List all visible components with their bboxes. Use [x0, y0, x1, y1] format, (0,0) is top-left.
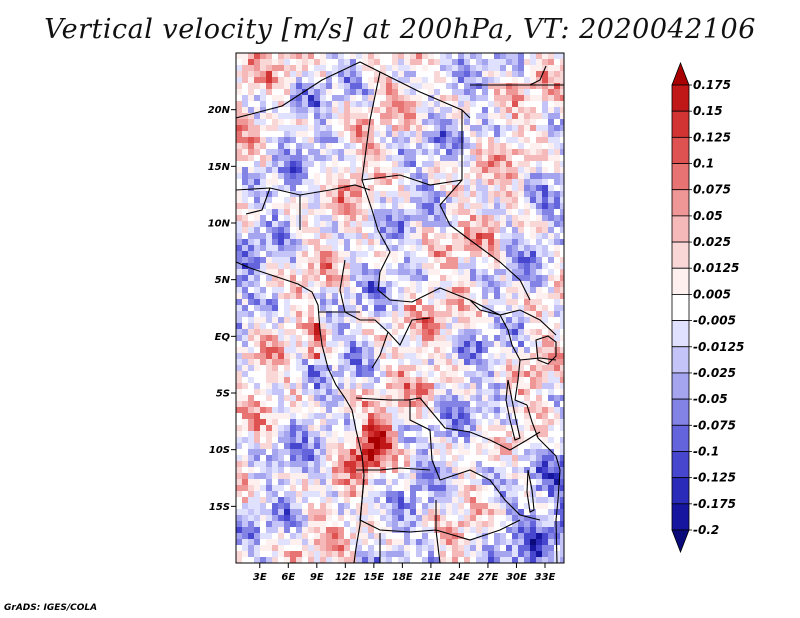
- colorbar-label: -0.125: [693, 471, 736, 485]
- colorbar-label: 0.05: [693, 209, 723, 223]
- y-tick-label: 5N: [215, 275, 231, 286]
- x-tick-label: 3E: [253, 572, 267, 583]
- colorbar-label: -0.1: [693, 444, 719, 458]
- y-axis: 20N 15N 10N 5N EQ 5S 10S 15S: [208, 105, 236, 513]
- grads-credit: GrADS: IGES/COLA: [4, 603, 98, 613]
- colorbar-label: 0.125: [693, 130, 731, 144]
- colorbar: 0.175 0.15 0.125 0.1 0.075 0.05 0.025 0.0125 0.0…: [671, 61, 744, 554]
- x-tick-label: 21E: [421, 572, 442, 583]
- colorbar-label: 0.075: [693, 183, 731, 197]
- x-tick-label: 12E: [335, 572, 356, 583]
- colorbar-swatch: [671, 346, 690, 374]
- colorbar-label: -0.0125: [693, 340, 744, 354]
- colorbar-swatch: [671, 215, 690, 243]
- lake-tanganyika: [505, 379, 521, 441]
- colorbar-swatch: [671, 503, 690, 531]
- colorbar-swatch: [671, 451, 690, 479]
- colorbar-label: 0.1: [693, 157, 714, 171]
- y-tick-label: 15N: [208, 162, 231, 173]
- x-tick-label: 6E: [281, 572, 295, 583]
- colorbar-label: -0.05: [693, 392, 728, 406]
- colorbar-label: 0.0125: [693, 261, 739, 275]
- y-tick-label: 5S: [216, 389, 230, 400]
- lake-victoria: [535, 335, 557, 365]
- chart-title: Vertical velocity [m/s] at 200hPa, VT: 2…: [44, 14, 756, 45]
- colorbar-swatch: [671, 136, 690, 164]
- colorbar-swatch: [671, 424, 690, 452]
- x-tick-label: 30E: [506, 572, 527, 583]
- lake-malawi: [526, 469, 535, 513]
- y-tick-label: 10S: [209, 445, 230, 456]
- colorbar-label: -0.175: [693, 497, 736, 511]
- border-lines-north: [236, 61, 564, 301]
- colorbar-swatch: [671, 84, 690, 112]
- x-axis: 3E 6E 9E 12E 15E 18E 21E 24E 27E 30E 33E: [253, 563, 556, 583]
- y-tick-label: 15S: [209, 502, 230, 513]
- colorbar-top-arrow: [671, 61, 690, 86]
- x-tick-label: 33E: [535, 572, 556, 583]
- y-tick-label: 10N: [208, 219, 231, 230]
- colorbar-label: 0.15: [693, 104, 723, 118]
- country-borders: [236, 61, 564, 563]
- x-tick-label: 9E: [310, 572, 324, 583]
- colorbar-swatch: [671, 320, 690, 348]
- colorbar-swatch: [671, 163, 690, 191]
- border-lines-central: [318, 229, 557, 563]
- colorbar-swatch: [671, 189, 690, 217]
- colorbar-swatch: [671, 294, 690, 321]
- colorbar-bottom-arrow: [671, 529, 690, 554]
- x-tick-label: 18E: [392, 572, 413, 583]
- map-frame: [235, 52, 565, 564]
- colorbar-label: -0.075: [693, 418, 736, 432]
- y-tick-label: 20N: [208, 105, 231, 116]
- x-tick-label: 24E: [449, 572, 470, 583]
- colorbar-swatch: [671, 372, 690, 400]
- velocity-field: [236, 53, 564, 563]
- colorbar-label: 0.005: [693, 287, 731, 301]
- coastline-east: [526, 404, 561, 563]
- y-tick-label: EQ: [215, 332, 231, 343]
- colorbar-swatch: [671, 110, 690, 138]
- colorbar-swatch: [671, 267, 690, 295]
- colorbar-swatch: [671, 398, 690, 426]
- colorbar-label: 0.025: [693, 235, 731, 249]
- colorbar-label: -0.025: [693, 366, 736, 380]
- colorbar-label: 0.175: [693, 78, 731, 92]
- x-tick-label: 27E: [478, 572, 499, 583]
- colorbar-swatch: [671, 477, 690, 505]
- colorbar-label: -0.005: [693, 314, 736, 328]
- colorbar-label: -0.2: [693, 523, 719, 537]
- colorbar-swatch: [671, 241, 690, 269]
- x-tick-label: 15E: [363, 572, 384, 583]
